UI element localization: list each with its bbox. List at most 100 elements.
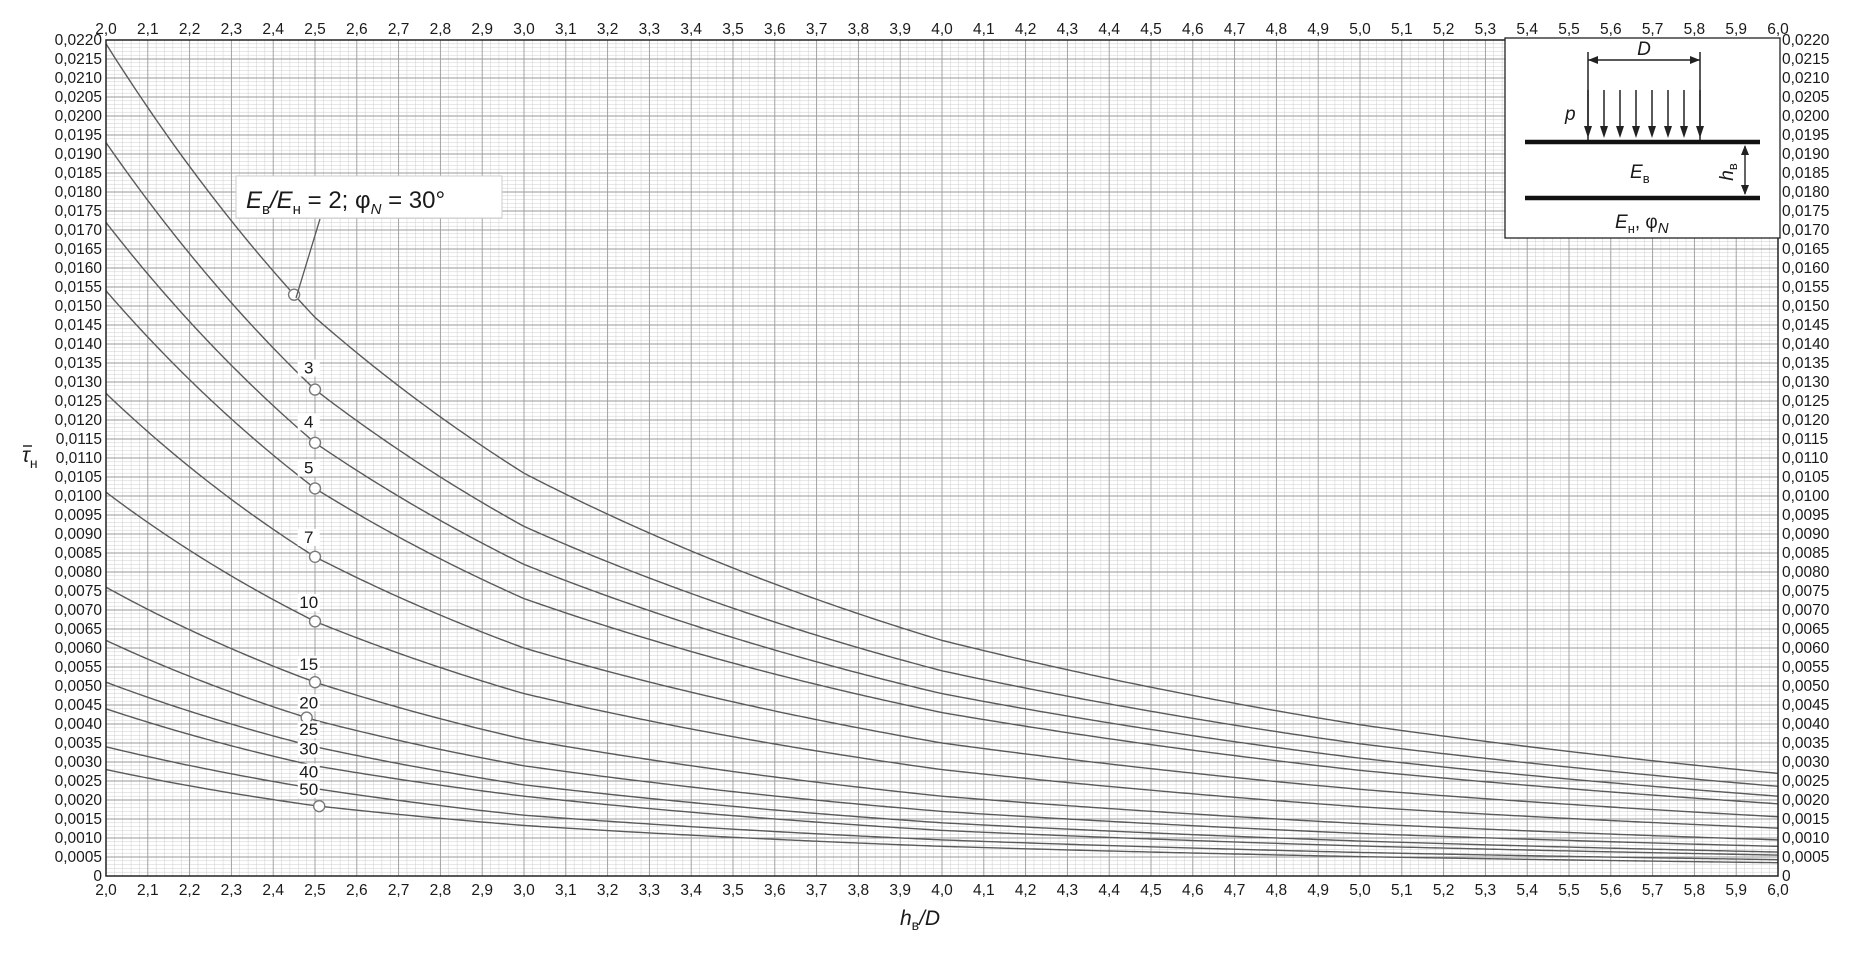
series-marker-15 xyxy=(308,676,322,689)
series-label-20: 20 xyxy=(299,693,318,712)
x-tick-label-bottom: 5,8 xyxy=(1684,882,1706,899)
series-line-40 xyxy=(105,746,1779,861)
y-tick-label-left: 0,0025 xyxy=(55,773,102,790)
series-label-bg-5 xyxy=(297,459,320,477)
series-label-bg-7 xyxy=(297,528,320,546)
y-tick-label-right: 0,0115 xyxy=(1782,431,1828,448)
series-line-50 xyxy=(105,768,1779,864)
x-tick-label-bottom: 2,4 xyxy=(262,882,284,899)
x-tick-label-top: 4,4 xyxy=(1098,21,1120,38)
x-tick-label-bottom: 4,8 xyxy=(1266,882,1288,899)
curves xyxy=(105,43,1779,864)
x-tick-label-bottom: 3,4 xyxy=(680,882,702,899)
series-marker-7 xyxy=(308,550,322,563)
series-line-3 xyxy=(105,142,1779,788)
x-tick-label-top: 5,9 xyxy=(1725,21,1747,38)
x-tick-label-top: 4,6 xyxy=(1182,21,1204,38)
plot-frame xyxy=(105,39,1779,877)
y-tick-label-right: 0,0195 xyxy=(1782,127,1829,144)
load-arrow-head xyxy=(1664,126,1672,138)
y-tick-label-left: 0,0065 xyxy=(55,621,102,638)
x-tick-label-top: 3,0 xyxy=(513,21,535,38)
d-arrow-left xyxy=(1588,56,1598,64)
series-marker-4 xyxy=(308,436,322,449)
x-tick-label-bottom: 4,5 xyxy=(1140,882,1162,899)
y-tick-label-right: 0,0145 xyxy=(1782,317,1829,334)
x-tick-label-bottom: 2,8 xyxy=(430,882,452,899)
x-tick-label-top: 3,6 xyxy=(764,21,786,38)
inset-label-eb: Eв xyxy=(1630,162,1650,186)
load-arrow-head xyxy=(1680,126,1688,138)
x-tick-label-top: 4,1 xyxy=(973,21,995,38)
x-tick-label-top: 2,1 xyxy=(137,21,159,38)
x-tick-label-bottom: 4,1 xyxy=(973,882,995,899)
y-tick-label-right: 0,0150 xyxy=(1782,298,1830,315)
series-line-15 xyxy=(105,586,1779,841)
y-tick-label-left: 0,0085 xyxy=(55,545,102,562)
series-label-bg-50 xyxy=(297,780,320,798)
series-line-7 xyxy=(105,392,1779,818)
annotation: Eв/Eн = 2; φN = 30° xyxy=(235,175,503,299)
y-tick-label-left: 0,0165 xyxy=(55,241,102,258)
x-tick-label-bottom: 2,2 xyxy=(179,882,201,899)
inset-diagram: D p hв Eв Eн, φN xyxy=(1504,37,1781,239)
y-tick-label-left: 0,0160 xyxy=(55,260,103,277)
annotation-leader xyxy=(295,218,321,299)
series-marker-50 xyxy=(312,799,326,813)
x-tick-label-top: 5,0 xyxy=(1349,21,1371,38)
series-label-10: 10 xyxy=(299,593,318,612)
series-line-10 xyxy=(105,491,1779,829)
y-tick-label-left: 0,0095 xyxy=(55,507,102,524)
x-tick-label-bottom: 3,2 xyxy=(597,882,619,899)
y-tick-label-right: 0,0025 xyxy=(1782,773,1829,790)
y-tick-label-left: 0,0145 xyxy=(55,317,102,334)
series-line-5 xyxy=(105,290,1779,805)
y-tick-label-right: 0,0210 xyxy=(1782,70,1830,87)
y-tick-label-left: 0,0120 xyxy=(55,412,103,429)
x-tick-label-bottom: 4,0 xyxy=(931,882,953,899)
y-tick-label-left: 0,0090 xyxy=(55,526,103,543)
y-tick-label-right: 0,0130 xyxy=(1782,374,1830,391)
x-tick-label-top: 5,1 xyxy=(1391,21,1413,38)
x-tick-label-top: 5,3 xyxy=(1475,21,1497,38)
y-tick-label-left: 0,0110 xyxy=(56,450,103,467)
x-tick-label-bottom: 2,3 xyxy=(221,882,243,899)
y-tick-label-right: 0 xyxy=(1782,868,1791,885)
x-tick-label-bottom: 3,0 xyxy=(513,882,535,899)
x-tick-label-bottom: 3,5 xyxy=(722,882,744,899)
y-tick-label-left: 0,0005 xyxy=(55,849,102,866)
y-tick-label-left: 0,0035 xyxy=(55,735,102,752)
y-tick-label-right: 0,0180 xyxy=(1782,184,1830,201)
y-tick-label-left: 0,0170 xyxy=(55,222,103,239)
series-line-25 xyxy=(105,681,1779,853)
load-arrow-head xyxy=(1584,126,1592,138)
y-tick-label-right: 0,0045 xyxy=(1782,697,1829,714)
annotation-box xyxy=(235,175,503,219)
y-tick-label-left: 0,0010 xyxy=(55,830,103,847)
y-tick-label-right: 0,0070 xyxy=(1782,602,1830,619)
d-arrow-right xyxy=(1690,56,1700,64)
y-tick-label-left: 0,0075 xyxy=(55,583,102,600)
x-tick-label-bottom: 3,7 xyxy=(806,882,828,899)
series-label-bg-10 xyxy=(297,594,320,612)
y-tick-label-left: 0,0015 xyxy=(55,811,102,828)
y-tick-label-right: 0,0155 xyxy=(1782,279,1829,296)
y-tick-label-right: 0,0140 xyxy=(1782,336,1830,353)
series-marker-5 xyxy=(308,482,322,495)
y-tick-label-right: 0,0030 xyxy=(1782,754,1830,771)
x-tick-label-top: 4,3 xyxy=(1057,21,1079,38)
y-tick-label-left: 0,0135 xyxy=(55,355,102,372)
x-tick-label-bottom: 5,1 xyxy=(1391,882,1413,899)
y-tick-label-left: 0,0175 xyxy=(55,203,102,220)
x-tick-label-top: 4,7 xyxy=(1224,21,1246,38)
x-tick-label-bottom: 3,8 xyxy=(848,882,870,899)
y-tick-label-right: 0,0085 xyxy=(1782,545,1829,562)
y-tick-label-right: 0,0185 xyxy=(1782,165,1829,182)
y-tick-label-right: 0,0090 xyxy=(1782,526,1830,543)
y-tick-label-left: 0,0105 xyxy=(55,469,102,486)
y-tick-label-right: 0,0135 xyxy=(1782,355,1829,372)
x-tick-label-bottom: 2,9 xyxy=(471,882,493,899)
x-tick-label-bottom: 4,7 xyxy=(1224,882,1246,899)
series-label-3: 3 xyxy=(304,359,313,378)
